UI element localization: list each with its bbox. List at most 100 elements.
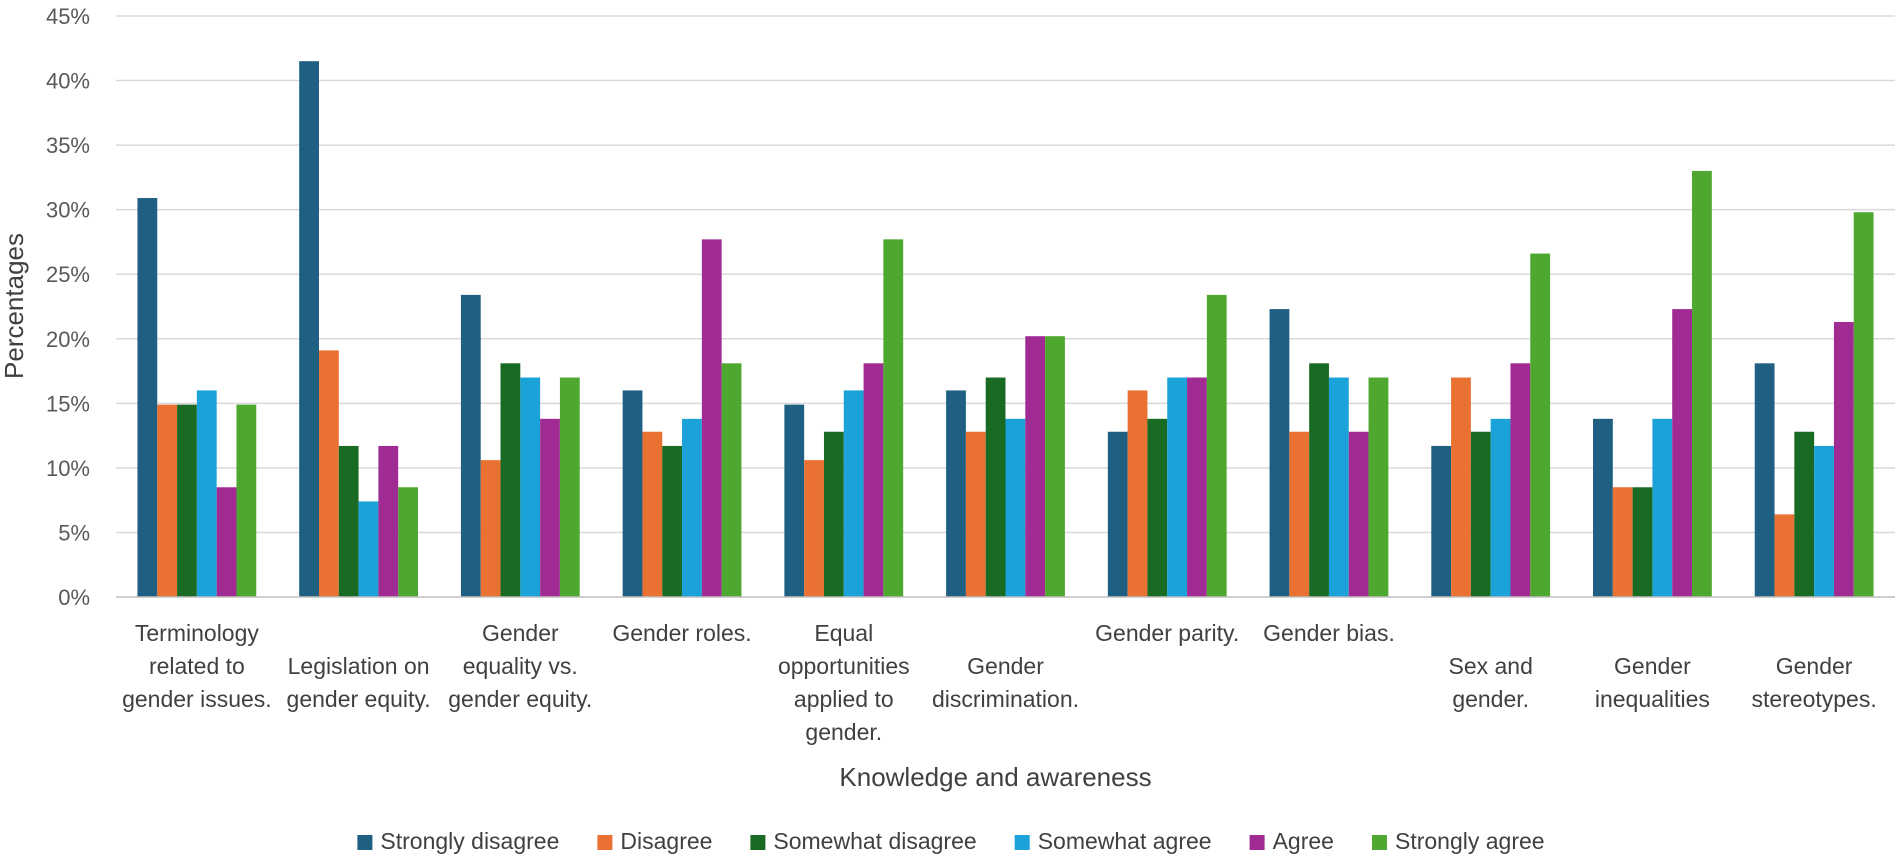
bar-agree (1187, 377, 1207, 597)
bar-somewhat-agree (1328, 377, 1349, 597)
x-category-label: Equal opportunities applied to gender. (778, 620, 910, 745)
bar-somewhat-disagree (662, 445, 683, 597)
x-category-label: Gender parity. (1095, 620, 1239, 646)
legend-item-somewhat-agree: Somewhat agree (1014, 828, 1212, 854)
bar-agree (216, 487, 237, 597)
bar-somewhat-disagree (1632, 487, 1653, 597)
bar-disagree (1612, 487, 1633, 597)
bar-agree (1672, 309, 1693, 597)
bar-agree (863, 363, 884, 597)
bar-strongly-disagree (1754, 363, 1775, 597)
legend-swatch (357, 835, 373, 850)
y-tick-label: 5% (58, 520, 90, 545)
bar-strongly-disagree (1593, 418, 1613, 597)
bar-somewhat-agree (196, 390, 217, 597)
legend-swatch (1249, 835, 1265, 850)
bar-strongly-agree (398, 487, 418, 597)
bar-agree (1348, 431, 1369, 597)
bar-disagree (318, 350, 339, 597)
bar-strongly-disagree (1107, 431, 1128, 597)
bar-somewhat-disagree (1470, 431, 1491, 597)
bar-somewhat-agree (1005, 418, 1026, 597)
bar-agree (701, 239, 722, 598)
bar-strongly-agree (236, 404, 257, 597)
bar-disagree (965, 431, 986, 597)
x-category-label: Sex and gender. (1448, 653, 1532, 712)
y-tick-label: 25% (46, 262, 90, 287)
legend-label: Disagree (620, 828, 712, 854)
bar-disagree (1451, 377, 1471, 597)
bar-strongly-agree (1368, 377, 1389, 597)
bar-strongly-disagree (137, 198, 158, 598)
bar-somewhat-disagree (500, 363, 521, 597)
legend-label: Somewhat agree (1038, 828, 1212, 854)
bars (137, 61, 1874, 598)
bar-strongly-agree (1206, 294, 1227, 597)
bar-somewhat-disagree (823, 431, 844, 597)
legend-swatch (597, 835, 613, 850)
bar-strongly-disagree (946, 390, 966, 597)
x-category-label: Terminology related to gender issues. (122, 620, 272, 712)
x-category-label: Gender stereotypes. (1751, 653, 1876, 712)
bar-somewhat-disagree (985, 377, 1006, 597)
x-category-label: Gender equality vs. gender equity. (448, 620, 592, 712)
bar-strongly-agree (1045, 336, 1065, 597)
y-tick-label: 10% (46, 456, 90, 481)
bar-strongly-agree (883, 239, 904, 598)
legend-item-somewhat-disagree: Somewhat disagree (750, 828, 977, 854)
bar-strongly-disagree (622, 390, 643, 597)
x-category-label: Gender bias. (1263, 620, 1395, 646)
legend-label: Agree (1273, 828, 1334, 854)
y-tick-label: 45% (46, 4, 90, 29)
bar-agree (1833, 321, 1854, 597)
x-category-label: Gender discrimination. (932, 653, 1079, 712)
x-axis-category-labels: Terminology related to gender issues. Legis… (122, 620, 1877, 745)
y-tick-label: 15% (46, 391, 90, 416)
bar-disagree (1127, 390, 1148, 597)
legend-label: Somewhat disagree (773, 828, 976, 854)
bar-strongly-disagree (1431, 445, 1452, 597)
legend-swatch (1014, 835, 1030, 850)
bar-somewhat-agree (358, 501, 379, 597)
bar-disagree (804, 460, 824, 597)
bar-agree (1510, 363, 1531, 597)
bar-disagree (1289, 431, 1310, 597)
legend-label: Strongly agree (1395, 828, 1545, 854)
legend: Strongly disagree Disagree Somewhat disagr… (357, 828, 1545, 854)
bar-somewhat-agree (1814, 445, 1834, 597)
y-axis-tick-labels: 0% 5% 10% 15% 20% 25% 30% 35% 40% 45% (46, 4, 90, 610)
bar-strongly-disagree (460, 294, 481, 597)
legend-label: Strongly disagree (380, 828, 559, 854)
gridlines (116, 15, 1895, 534)
bar-agree (1025, 336, 1046, 597)
bar-disagree (157, 404, 178, 597)
y-axis-title: Percentages (0, 233, 29, 379)
x-axis-title: Knowledge and awareness (839, 762, 1151, 792)
y-tick-label: 0% (58, 585, 90, 610)
bar-disagree (480, 460, 501, 597)
x-category-label: Gender roles. (612, 620, 751, 646)
bar-somewhat-disagree (177, 404, 197, 597)
bar-somewhat-agree (1652, 418, 1673, 597)
bar-somewhat-disagree (1147, 418, 1168, 597)
y-tick-label: 20% (46, 327, 90, 352)
legend-swatch (750, 835, 766, 850)
legend-item-strongly-disagree: Strongly disagree (357, 828, 559, 854)
y-tick-label: 35% (46, 133, 90, 158)
bar-strongly-agree (1853, 212, 1874, 597)
legend-swatch (1372, 835, 1387, 850)
bar-somewhat-disagree (1794, 431, 1815, 597)
y-tick-label: 30% (46, 198, 90, 223)
bar-somewhat-disagree (338, 445, 359, 597)
x-category-label: Gender inequalities (1595, 653, 1710, 712)
bar-strongly-agree (559, 377, 580, 597)
bar-strongly-disagree (299, 61, 319, 597)
legend-item-strongly-agree: Strongly agree (1372, 828, 1545, 854)
legend-item-disagree: Disagree (597, 828, 712, 854)
y-tick-label: 40% (46, 69, 90, 94)
legend-item-agree: Agree (1249, 828, 1334, 854)
x-category-label: Legislation on gender equity. (287, 653, 431, 712)
bar-strongly-agree (1692, 170, 1712, 597)
bar-somewhat-disagree (1309, 363, 1329, 597)
